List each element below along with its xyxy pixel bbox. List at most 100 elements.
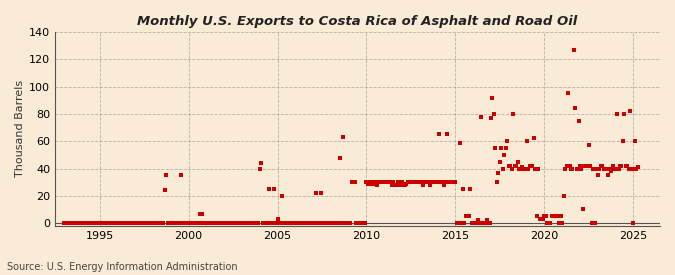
Point xyxy=(122,221,133,225)
Point xyxy=(477,221,487,225)
Point xyxy=(389,183,400,187)
Point xyxy=(604,166,615,171)
Point xyxy=(333,221,344,225)
Y-axis label: Thousand Barrels: Thousand Barrels xyxy=(15,80,25,177)
Point xyxy=(422,180,433,184)
Point xyxy=(573,119,584,123)
Point xyxy=(188,221,198,225)
Point xyxy=(453,221,464,225)
Point xyxy=(112,221,123,225)
Point xyxy=(74,221,84,225)
Point xyxy=(561,164,572,168)
Point xyxy=(515,166,526,171)
Point xyxy=(444,180,455,184)
Point xyxy=(227,221,238,225)
Point xyxy=(518,166,529,171)
Point xyxy=(619,112,630,116)
Point xyxy=(113,221,124,225)
Point xyxy=(153,221,164,225)
Point xyxy=(342,221,352,225)
Point xyxy=(472,218,483,223)
Point xyxy=(133,221,144,225)
Point xyxy=(459,221,470,225)
Point xyxy=(391,183,402,187)
Point xyxy=(483,221,493,225)
Point xyxy=(260,221,271,225)
Point xyxy=(76,221,87,225)
Point xyxy=(377,180,388,184)
Point xyxy=(61,221,72,225)
Point xyxy=(406,180,416,184)
Point xyxy=(247,221,258,225)
Point xyxy=(65,221,76,225)
Point xyxy=(367,180,378,184)
Point xyxy=(580,164,591,168)
Point xyxy=(279,221,290,225)
Point xyxy=(355,221,366,225)
Point xyxy=(111,221,122,225)
Point xyxy=(204,221,215,225)
Point xyxy=(127,221,138,225)
Point xyxy=(423,180,434,184)
Point xyxy=(272,217,283,221)
Point xyxy=(542,221,553,225)
Point xyxy=(214,221,225,225)
Point xyxy=(253,221,264,225)
Point xyxy=(131,221,142,225)
Point xyxy=(97,221,108,225)
Point xyxy=(174,221,185,225)
Point xyxy=(178,221,188,225)
Point xyxy=(231,221,242,225)
Point xyxy=(236,221,247,225)
Point xyxy=(200,221,211,225)
Point xyxy=(585,164,595,168)
Point xyxy=(435,180,446,184)
Point xyxy=(88,221,99,225)
Point xyxy=(471,221,482,225)
Point xyxy=(531,214,542,219)
Point xyxy=(545,221,556,225)
Point xyxy=(250,221,261,225)
Point xyxy=(578,207,589,212)
Point xyxy=(241,221,252,225)
Point xyxy=(103,221,114,225)
Point xyxy=(144,221,155,225)
Point xyxy=(284,221,295,225)
Point xyxy=(330,221,341,225)
Point xyxy=(598,166,609,171)
Point xyxy=(549,214,560,219)
Point xyxy=(317,221,327,225)
Point xyxy=(597,164,608,168)
Point xyxy=(157,221,167,225)
Point xyxy=(462,214,472,219)
Point xyxy=(429,180,440,184)
Point xyxy=(600,166,611,171)
Point xyxy=(277,194,288,198)
Point xyxy=(499,153,510,157)
Point xyxy=(288,221,299,225)
Point xyxy=(309,221,320,225)
Text: Source: U.S. Energy Information Administration: Source: U.S. Energy Information Administ… xyxy=(7,262,238,272)
Point xyxy=(142,221,153,225)
Point xyxy=(371,183,382,187)
Point xyxy=(87,221,98,225)
Point xyxy=(105,221,115,225)
Point xyxy=(338,135,348,139)
Point xyxy=(246,221,256,225)
Point xyxy=(468,221,479,225)
Point xyxy=(248,221,259,225)
Point xyxy=(155,221,166,225)
Point xyxy=(71,221,82,225)
Point xyxy=(495,160,506,164)
Point xyxy=(96,221,107,225)
Point xyxy=(190,221,201,225)
Point xyxy=(209,221,219,225)
Point xyxy=(340,221,351,225)
Point xyxy=(242,221,253,225)
Point xyxy=(449,180,460,184)
Point xyxy=(194,221,205,225)
Point xyxy=(196,211,207,216)
Point xyxy=(466,221,477,225)
Point xyxy=(392,180,403,184)
Point xyxy=(517,165,528,169)
